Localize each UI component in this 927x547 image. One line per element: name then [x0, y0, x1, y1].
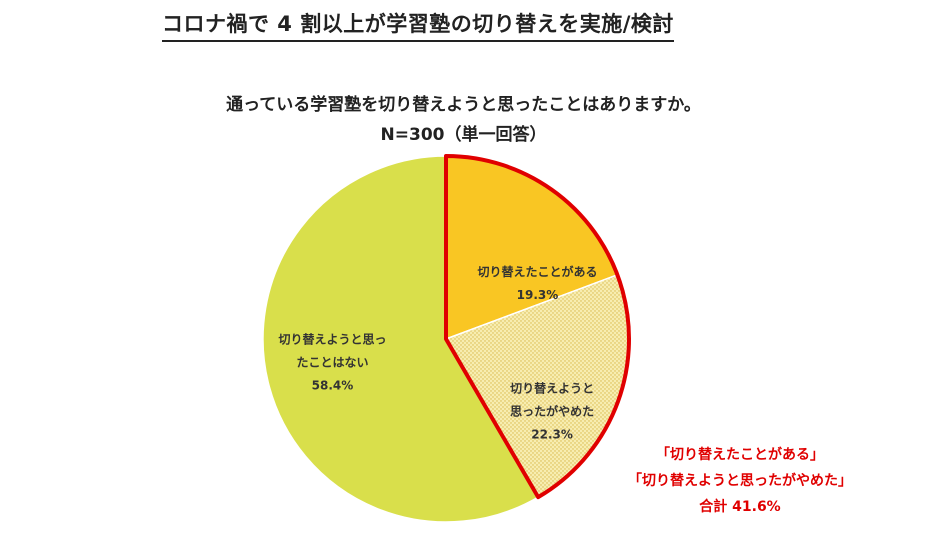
- slice-category-label: 思ったがやめた: [510, 404, 594, 419]
- highlight-outline: [444, 154, 631, 500]
- slice-value-label: 19.3%: [517, 288, 559, 302]
- slice-category-label: 切り替えたことがある: [477, 264, 597, 279]
- pie-slices: [262, 155, 630, 523]
- slice-value-label: 22.3%: [531, 428, 573, 442]
- slice-category-label: 切り替えようと思っ: [278, 331, 386, 346]
- annotation-line: 「切り替えようと思ったがやめた」: [628, 473, 852, 489]
- combined-annotation: 「切り替えたことがある」 「切り替えようと思ったがやめた」 合計 41.6%: [590, 442, 890, 520]
- slice-labels: 切り替えたことがある 19.3% 切り替えようと思ったがやめた 22.3% 切り替えよう…: [278, 264, 597, 442]
- annotation-line: 「切り替えたことがある」: [656, 447, 824, 463]
- slice-value-label: 58.4%: [312, 378, 354, 392]
- annotation-total: 合計 41.6%: [699, 499, 781, 515]
- sample-note: N=300（単一回答）: [380, 125, 547, 145]
- survey-question: 通っている学習塾を切り替えようと思ったことはありますか。: [226, 95, 701, 115]
- pie-slice: [262, 155, 540, 523]
- chart-title: コロナ禍で 4 割以上が学習塾の切り替えを実施/検討: [162, 8, 674, 42]
- slice-category-label: たことはない: [296, 355, 368, 369]
- slice-category-label: 切り替えようと: [510, 381, 594, 396]
